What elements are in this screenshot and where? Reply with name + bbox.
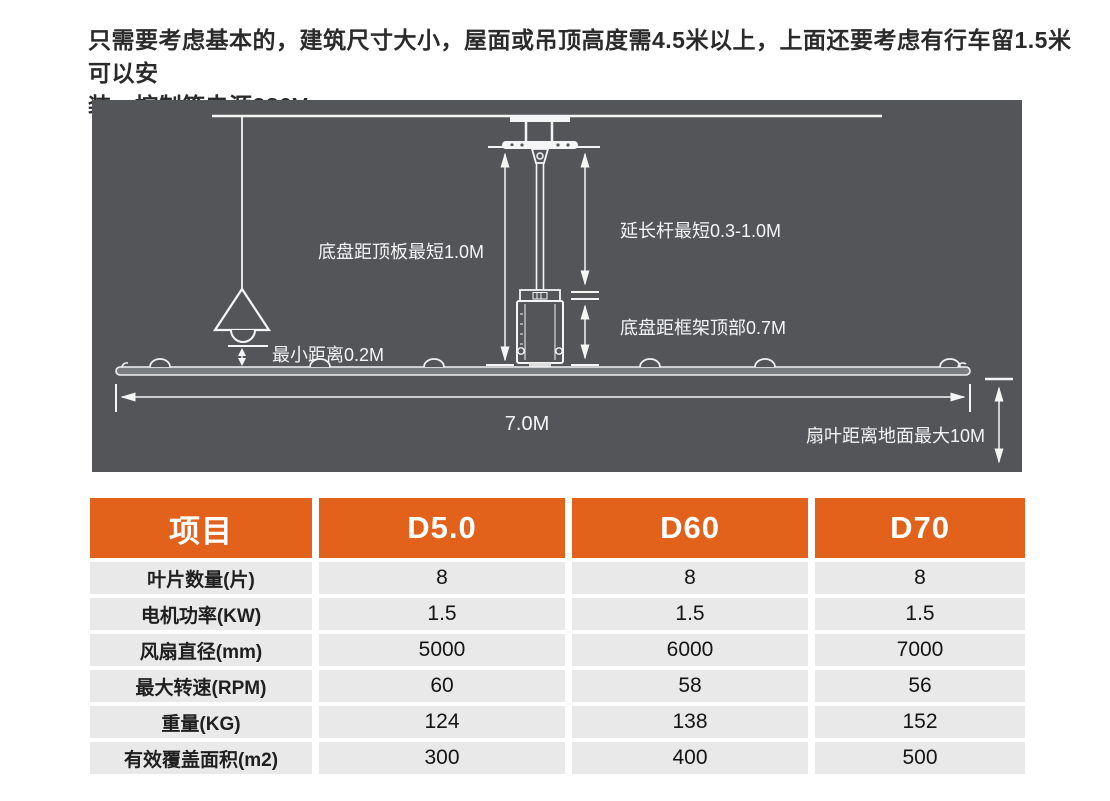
spec-header-item: 项目 <box>90 498 312 558</box>
dim-extension-rod <box>570 146 600 366</box>
cell-value: 6000 <box>572 634 808 666</box>
spec-table: 项目 D5.0 D60 D70 叶片数量(片) 8 8 8 电机功率(KW) 1… <box>90 498 1025 774</box>
cell-value: 8 <box>319 562 565 594</box>
min-distance-label: 最小距离0.2M <box>272 345 384 365</box>
cell-value: 300 <box>319 742 565 774</box>
cell-value: 58 <box>572 670 808 702</box>
row-label-blade-count: 叶片数量(片) <box>90 562 312 594</box>
cell-value: 5000 <box>319 634 565 666</box>
dim-chassis-to-ceiling <box>486 146 516 366</box>
installation-diagram: 最小距离0.2M <box>92 100 1022 472</box>
extension-rod <box>535 163 545 292</box>
cell-value: 500 <box>815 742 1025 774</box>
cell-value: 8 <box>815 562 1025 594</box>
ceiling-mount <box>502 117 578 164</box>
extension-rod-label: 延长杆最短0.3-1.0M <box>620 221 781 241</box>
spec-header-d60: D60 <box>572 498 808 558</box>
dim-blade-span <box>115 384 971 412</box>
cell-value: 7000 <box>815 634 1025 666</box>
row-label-coverage-area: 有效覆盖面积(m2) <box>90 742 312 774</box>
cell-value: 56 <box>815 670 1025 702</box>
blade-span-label: 7.0M <box>505 413 549 435</box>
cell-value: 400 <box>572 742 808 774</box>
cell-value: 1.5 <box>815 598 1025 630</box>
blade-to-ground-label: 扇叶距离地面最大10M <box>806 426 985 446</box>
row-label-weight: 重量(KG) <box>90 706 312 738</box>
row-label-motor-power: 电机功率(KW) <box>90 598 312 630</box>
row-label-max-speed: 最大转速(RPM) <box>90 670 312 702</box>
min-distance-arrow <box>238 348 246 366</box>
hanging-lamp <box>212 117 272 347</box>
spec-header-d70: D70 <box>815 498 1025 558</box>
cell-value: 124 <box>319 706 565 738</box>
fan-dimension-drawing: 最小距离0.2M <box>115 114 1013 464</box>
cell-value: 138 <box>572 706 808 738</box>
intro-line-1: 只需要考虑基本的，建筑尺寸大小，屋面或吊顶高度需4.5米以上，上面还要考虑有行车… <box>88 27 1072 86</box>
cell-value: 1.5 <box>319 598 565 630</box>
fan-motor <box>516 289 564 368</box>
spec-header-d50: D5.0 <box>319 498 565 558</box>
cell-value: 60 <box>319 670 565 702</box>
dim-blade-to-ground <box>985 377 1013 464</box>
chassis-to-ceiling-label: 底盘距顶板最短1.0M <box>318 242 484 262</box>
cell-value: 1.5 <box>572 598 808 630</box>
chassis-to-frame-label: 底盘距框架顶部0.7M <box>620 318 786 338</box>
cell-value: 152 <box>815 706 1025 738</box>
row-label-fan-diameter: 风扇直径(mm) <box>90 634 312 666</box>
cell-value: 8 <box>572 562 808 594</box>
fan-blades <box>115 358 971 376</box>
